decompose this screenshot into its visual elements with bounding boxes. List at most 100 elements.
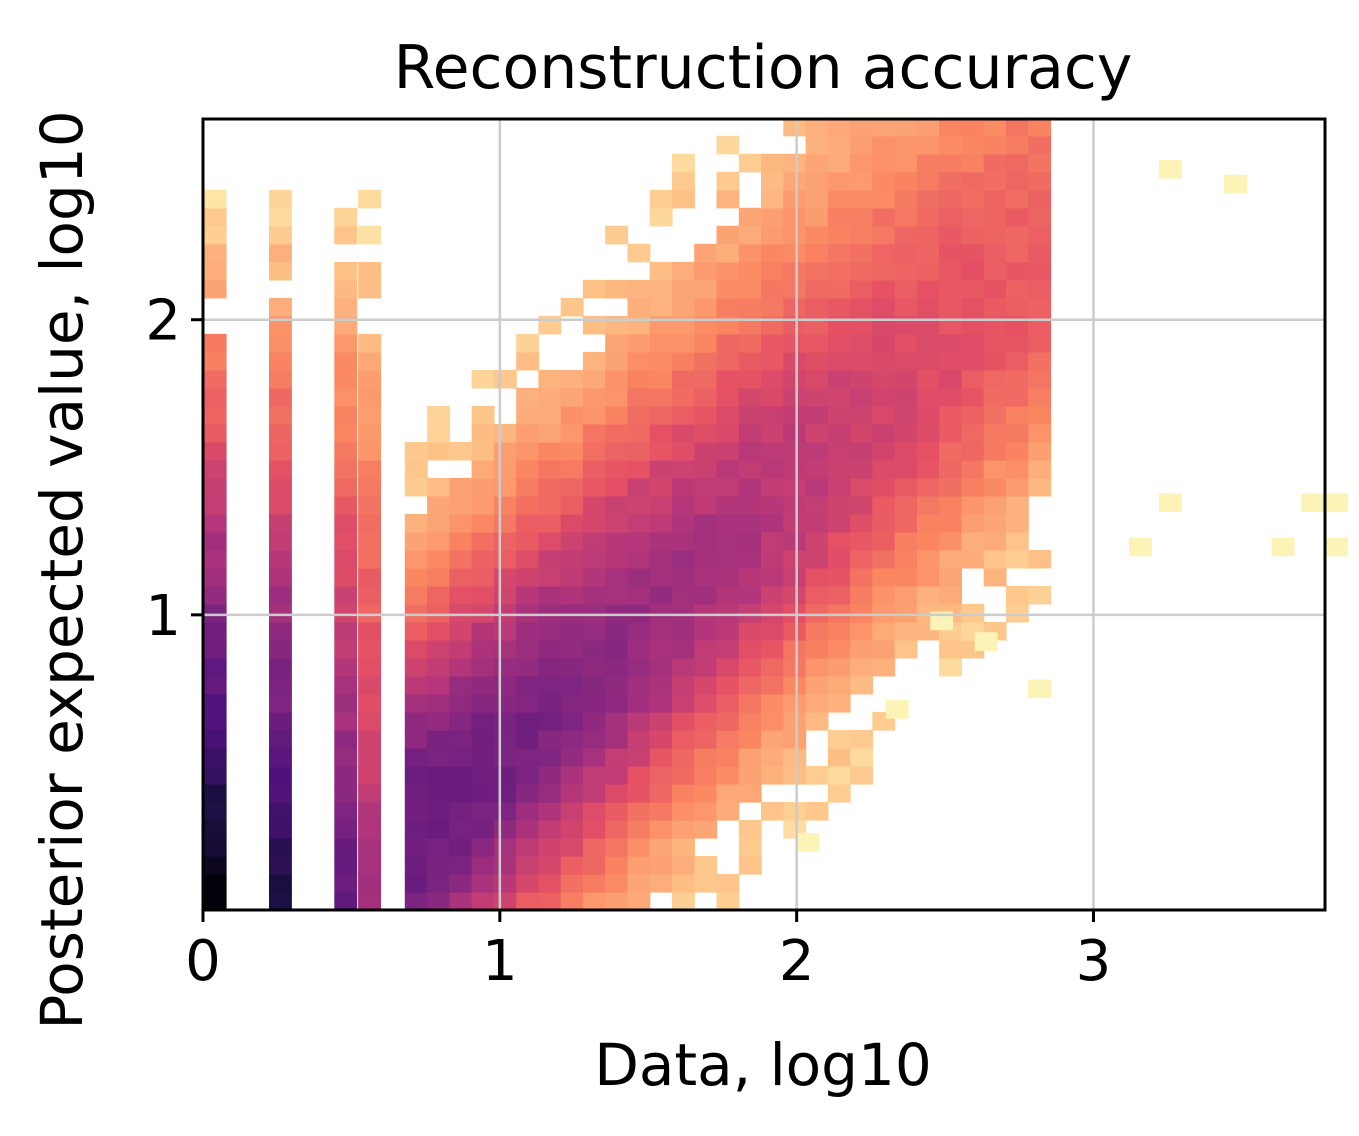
heatmap-cell xyxy=(627,730,651,749)
heatmap-cell xyxy=(471,459,495,479)
heatmap-cell xyxy=(694,495,718,515)
heatmap-cell xyxy=(983,117,1007,137)
heatmap-cell xyxy=(649,279,673,299)
heatmap-cell xyxy=(761,712,784,731)
heatmap-cell xyxy=(582,675,606,695)
heatmap-cell xyxy=(694,820,718,839)
heatmap-cell xyxy=(203,405,227,425)
heatmap-cell xyxy=(1028,261,1052,281)
heatmap-cell xyxy=(1028,117,1052,137)
y-axis-ticks: 12 xyxy=(145,289,203,649)
heatmap-cell xyxy=(694,639,718,659)
heatmap-cell xyxy=(694,748,718,767)
heatmap-cell xyxy=(694,675,718,695)
heatmap-cell xyxy=(560,405,584,425)
heatmap-cell xyxy=(716,423,740,443)
heatmap-cell xyxy=(627,639,651,659)
heatmap-cell xyxy=(805,802,829,821)
heatmap-cell xyxy=(334,585,358,605)
heatmap-cell xyxy=(649,189,673,209)
heatmap-cell xyxy=(269,207,292,227)
heatmap-cell xyxy=(761,261,784,281)
heatmap-cell xyxy=(427,694,450,713)
heatmap-cell xyxy=(203,603,227,623)
heatmap-cell xyxy=(471,567,495,587)
heatmap-cell xyxy=(939,117,962,137)
heatmap-cell xyxy=(694,694,718,713)
heatmap-cell xyxy=(1005,225,1029,245)
heatmap-cell xyxy=(961,387,985,407)
heatmap-cell xyxy=(582,694,606,713)
heatmap-cell xyxy=(827,225,851,245)
heatmap-cell xyxy=(850,297,873,317)
heatmap-cell xyxy=(738,549,762,569)
heatmap-cell xyxy=(538,477,562,497)
heatmap-cell xyxy=(783,207,807,227)
heatmap-cell xyxy=(471,820,495,839)
heatmap-cell xyxy=(850,387,873,407)
heatmap-cell xyxy=(738,153,762,173)
heatmap-cell xyxy=(516,387,540,407)
heatmap-cell xyxy=(493,477,517,497)
heatmap-cell xyxy=(649,585,673,605)
heatmap-cell xyxy=(560,621,584,641)
heatmap-cell xyxy=(827,441,851,461)
heatmap-cell xyxy=(516,549,540,569)
x-tick-label: 2 xyxy=(779,929,815,994)
heatmap-cell xyxy=(203,784,227,803)
heatmap-cell xyxy=(850,567,873,587)
heatmap-cell xyxy=(1158,493,1182,513)
heatmap-cell xyxy=(334,297,358,317)
heatmap-cell xyxy=(716,531,740,551)
heatmap-cell xyxy=(827,459,851,479)
heatmap-cell xyxy=(738,730,762,749)
heatmap-cell xyxy=(605,838,629,857)
heatmap-cell xyxy=(203,766,227,785)
heatmap-cell xyxy=(560,766,584,785)
heatmap-cell xyxy=(805,712,829,731)
heatmap-cell xyxy=(939,135,962,155)
heatmap-cell xyxy=(605,874,629,893)
heatmap-cell xyxy=(916,567,940,587)
heatmap-cell xyxy=(761,351,784,371)
heatmap-cell xyxy=(872,531,896,551)
heatmap-cell xyxy=(560,567,584,587)
heatmap-cell xyxy=(805,243,829,263)
heatmap-cell xyxy=(827,657,851,677)
heatmap-cell xyxy=(872,261,896,281)
heatmap-cell xyxy=(627,712,651,731)
heatmap-cell xyxy=(805,621,829,641)
heatmap-cell xyxy=(493,748,517,767)
heatmap-cell xyxy=(916,477,940,497)
heatmap-cell xyxy=(449,874,473,893)
heatmap-cell xyxy=(1005,117,1029,137)
heatmap-cell xyxy=(203,531,227,551)
heatmap-cell xyxy=(716,748,740,767)
heatmap-cell xyxy=(582,621,606,641)
heatmap-cell xyxy=(404,766,428,785)
heatmap-cell xyxy=(827,766,851,785)
heatmap-cell xyxy=(493,531,517,551)
heatmap-cell xyxy=(761,495,784,515)
heatmap-cell xyxy=(894,549,918,569)
heatmap-cell xyxy=(961,531,985,551)
heatmap-cell xyxy=(1005,513,1029,533)
heatmap-cell xyxy=(672,856,695,875)
heatmap-cell xyxy=(1028,225,1052,245)
heatmap-cell xyxy=(805,495,829,515)
heatmap-cell xyxy=(916,405,940,425)
heatmap-cell xyxy=(404,567,428,587)
heatmap-cell xyxy=(738,784,762,803)
heatmap-cell xyxy=(1005,477,1029,497)
heatmap-cell xyxy=(358,874,381,893)
heatmap-cell xyxy=(894,513,918,533)
heatmap-cell xyxy=(449,675,473,695)
heatmap-cell xyxy=(627,784,651,803)
heatmap-cell xyxy=(493,495,517,515)
heatmap-cell xyxy=(582,405,606,425)
heatmap-cell xyxy=(560,820,584,839)
heatmap-cell xyxy=(761,333,784,353)
heatmap-cell xyxy=(538,820,562,839)
heatmap-cell xyxy=(716,621,740,641)
heatmap-cell xyxy=(493,892,517,911)
